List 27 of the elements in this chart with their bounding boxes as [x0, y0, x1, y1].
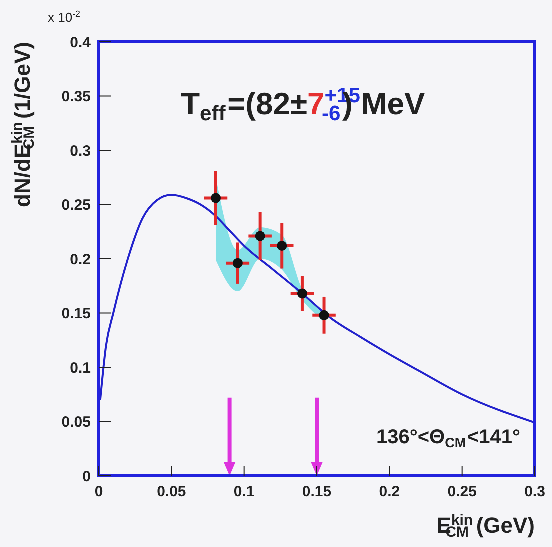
x-axis-title: E$^{kin}$$_{CM}$ (GeV): [436, 512, 535, 542]
y-tick-label: 0: [82, 468, 91, 486]
y-tick-label: 0.3: [70, 142, 91, 160]
point: [297, 288, 308, 299]
text: x 10$^{-2}$: [48, 9, 81, 25]
annotation: T$_{eff}$=(82±7$^{+15}$$_{-6}$) MeV: [181, 85, 426, 126]
y-tick-label: 0.15: [62, 306, 91, 323]
line-series: [99, 194, 535, 424]
x-tick-label: 0: [94, 484, 104, 501]
x-tick-label: 0.05: [157, 484, 186, 501]
point: [319, 310, 330, 320]
point: [210, 193, 221, 204]
x-tick-label: 0.25: [448, 484, 477, 501]
x-tick-label: 0.3: [524, 484, 546, 501]
y-tick-label: 0.05: [62, 414, 91, 432]
x-tick-label: 0.15: [302, 484, 332, 501]
annotation: 136°<Θ$_{CM}$<141°: [376, 426, 520, 450]
point: [232, 258, 243, 268]
point: [277, 240, 288, 251]
y-tick-label: 0.25: [62, 197, 91, 214]
y-tick-label: 0.1: [70, 360, 91, 377]
y-tick-label: 0.4: [70, 34, 92, 52]
point: [255, 231, 266, 242]
x-tick-label: 0.2: [379, 484, 400, 501]
y-tick-label: 0.35: [62, 88, 91, 106]
y-tick-label: 0.2: [70, 251, 91, 268]
x-tick-label: 0.1: [234, 484, 255, 501]
